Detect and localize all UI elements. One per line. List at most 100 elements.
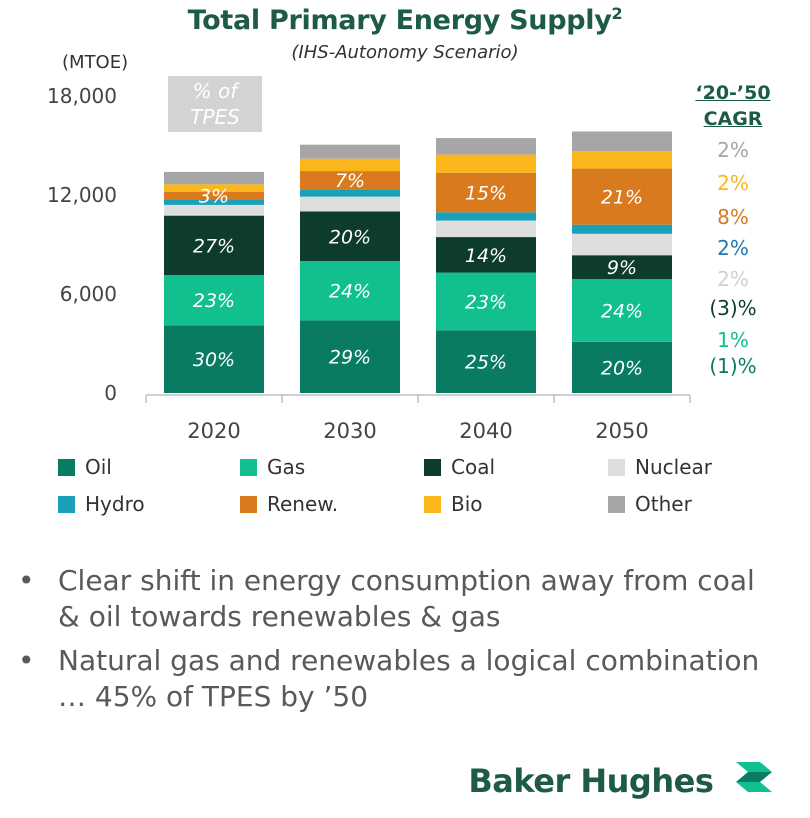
bullet-item-2: • Natural gas and renewables a logical c… <box>18 643 778 715</box>
data-label: 20% <box>329 226 371 248</box>
y-tick-label: 12,000 <box>47 183 117 207</box>
legend-label: Coal <box>451 455 496 479</box>
data-label: 20% <box>601 357 643 379</box>
data-label: 24% <box>329 281 371 303</box>
company-logo: Baker Hughes <box>468 758 776 800</box>
cagr-value: 2% <box>717 267 749 291</box>
legend-label: Hydro <box>85 492 145 516</box>
data-label: 23% <box>193 290 235 312</box>
data-label: 15% <box>465 183 507 205</box>
bullet-text-1: Clear shift in energy consumption away f… <box>58 564 755 633</box>
data-label: 7% <box>335 170 365 192</box>
bar-segment-renew <box>436 172 536 213</box>
data-label: 27% <box>193 235 235 257</box>
bullet-item-1: • Clear shift in energy consumption away… <box>18 563 778 635</box>
legend-item: Hydro <box>58 492 145 516</box>
legend-swatch <box>240 496 257 513</box>
bar-segment-gas <box>300 261 400 321</box>
legend-label: Gas <box>267 455 306 479</box>
tpes-label-line-1: % of <box>192 79 238 103</box>
bar-segment-oil <box>436 330 536 393</box>
data-label: 30% <box>193 349 235 371</box>
y-tick-label: 18,000 <box>47 84 117 108</box>
legend-item: Bio <box>424 492 483 516</box>
legend-item: Renew. <box>240 492 338 516</box>
x-tick-label: 2050 <box>595 419 648 443</box>
data-label: 3% <box>199 185 229 207</box>
data-label: 24% <box>601 301 643 323</box>
bar-segment-renew <box>572 168 672 225</box>
cagr-value: (1)% <box>709 354 756 378</box>
bar-segment-gas <box>436 272 536 331</box>
legend-swatch <box>608 496 625 513</box>
bar-segment-coal <box>164 215 264 276</box>
bar-segment-other <box>436 138 536 155</box>
bar-segment-hydro <box>300 189 400 197</box>
bar-segment-renew <box>300 171 400 190</box>
bar-segment-oil <box>572 341 672 393</box>
cagr-value: 1% <box>717 328 749 352</box>
legend-item: Coal <box>424 455 495 479</box>
bar-segment-nuclear <box>572 233 672 256</box>
bar-segment-oil <box>300 320 400 393</box>
legend-swatch <box>608 459 625 476</box>
cagr-value: 2% <box>717 171 749 195</box>
bullet-text-2: Natural gas and renewables a logical com… <box>58 644 760 713</box>
bar-segment-nuclear <box>436 220 536 238</box>
legend-swatch <box>58 496 75 513</box>
bullet-dot: • <box>18 564 35 597</box>
tpes-label-box: % of TPES <box>168 76 262 132</box>
legend-item: Gas <box>240 455 305 479</box>
y-tick-label: 6,000 <box>60 282 117 306</box>
bar-segment-oil <box>164 325 264 393</box>
cagr-value: 8% <box>717 205 749 229</box>
bar-segment-hydro <box>436 212 536 221</box>
bullet-dot: • <box>18 644 35 677</box>
data-label: 25% <box>465 352 507 374</box>
legend-swatch <box>424 496 441 513</box>
bar-segment-other <box>300 144 400 159</box>
cagr-header: ‘20-’50 CAGR <box>688 80 778 132</box>
bar-segment-coal <box>572 255 672 280</box>
legend-swatch <box>240 459 257 476</box>
data-label: 14% <box>465 245 507 267</box>
legend-swatch <box>58 459 75 476</box>
chart-title: Total Primary Energy Supply2 <box>187 4 623 36</box>
legend-item: Other <box>608 492 692 516</box>
cagr-header-line-2: CAGR <box>703 108 763 130</box>
data-label: 29% <box>329 347 371 369</box>
cagr-header-line-1: ‘20-’50 <box>695 82 771 104</box>
x-tick-label: 2020 <box>187 419 240 443</box>
cagr-value: (3)% <box>709 296 756 320</box>
bar-segment-coal <box>436 237 536 273</box>
x-tick-label: 2030 <box>323 419 376 443</box>
y-tick-label: 0 <box>104 381 117 405</box>
bar-segment-nuclear <box>300 196 400 212</box>
x-tick-label: 2040 <box>459 419 512 443</box>
legend-item: Oil <box>58 455 112 479</box>
bar-segment-hydro <box>164 199 264 205</box>
bar-segment-other <box>164 171 264 185</box>
y-axis-unit: (MTOE) <box>62 52 129 73</box>
bar-segment-hydro <box>572 224 672 234</box>
bar-segment-gas <box>572 279 672 342</box>
cagr-value: 2% <box>717 236 749 260</box>
legend-label: Other <box>635 492 692 516</box>
legend-label: Oil <box>85 455 112 479</box>
cagr-value: 2% <box>717 138 749 162</box>
bar-segment-bio <box>572 151 672 169</box>
logo-text: Baker Hughes <box>468 762 714 800</box>
data-label: 21% <box>601 187 643 209</box>
bar-segment-other <box>572 131 672 152</box>
legend-swatch <box>424 459 441 476</box>
bar-segment-nuclear <box>164 204 264 216</box>
logo-chevron-icon <box>736 762 772 792</box>
bar-segment-bio <box>164 184 264 192</box>
legend-label: Nuclear <box>635 455 712 479</box>
bar-segment-gas <box>164 275 264 326</box>
data-label: 23% <box>465 291 507 313</box>
chart-subtitle: (IHS-Autonomy Scenario) <box>291 42 519 63</box>
legend-label: Bio <box>451 492 483 516</box>
bar-segment-bio <box>300 158 400 172</box>
tpes-label-line-2: TPES <box>190 105 240 129</box>
